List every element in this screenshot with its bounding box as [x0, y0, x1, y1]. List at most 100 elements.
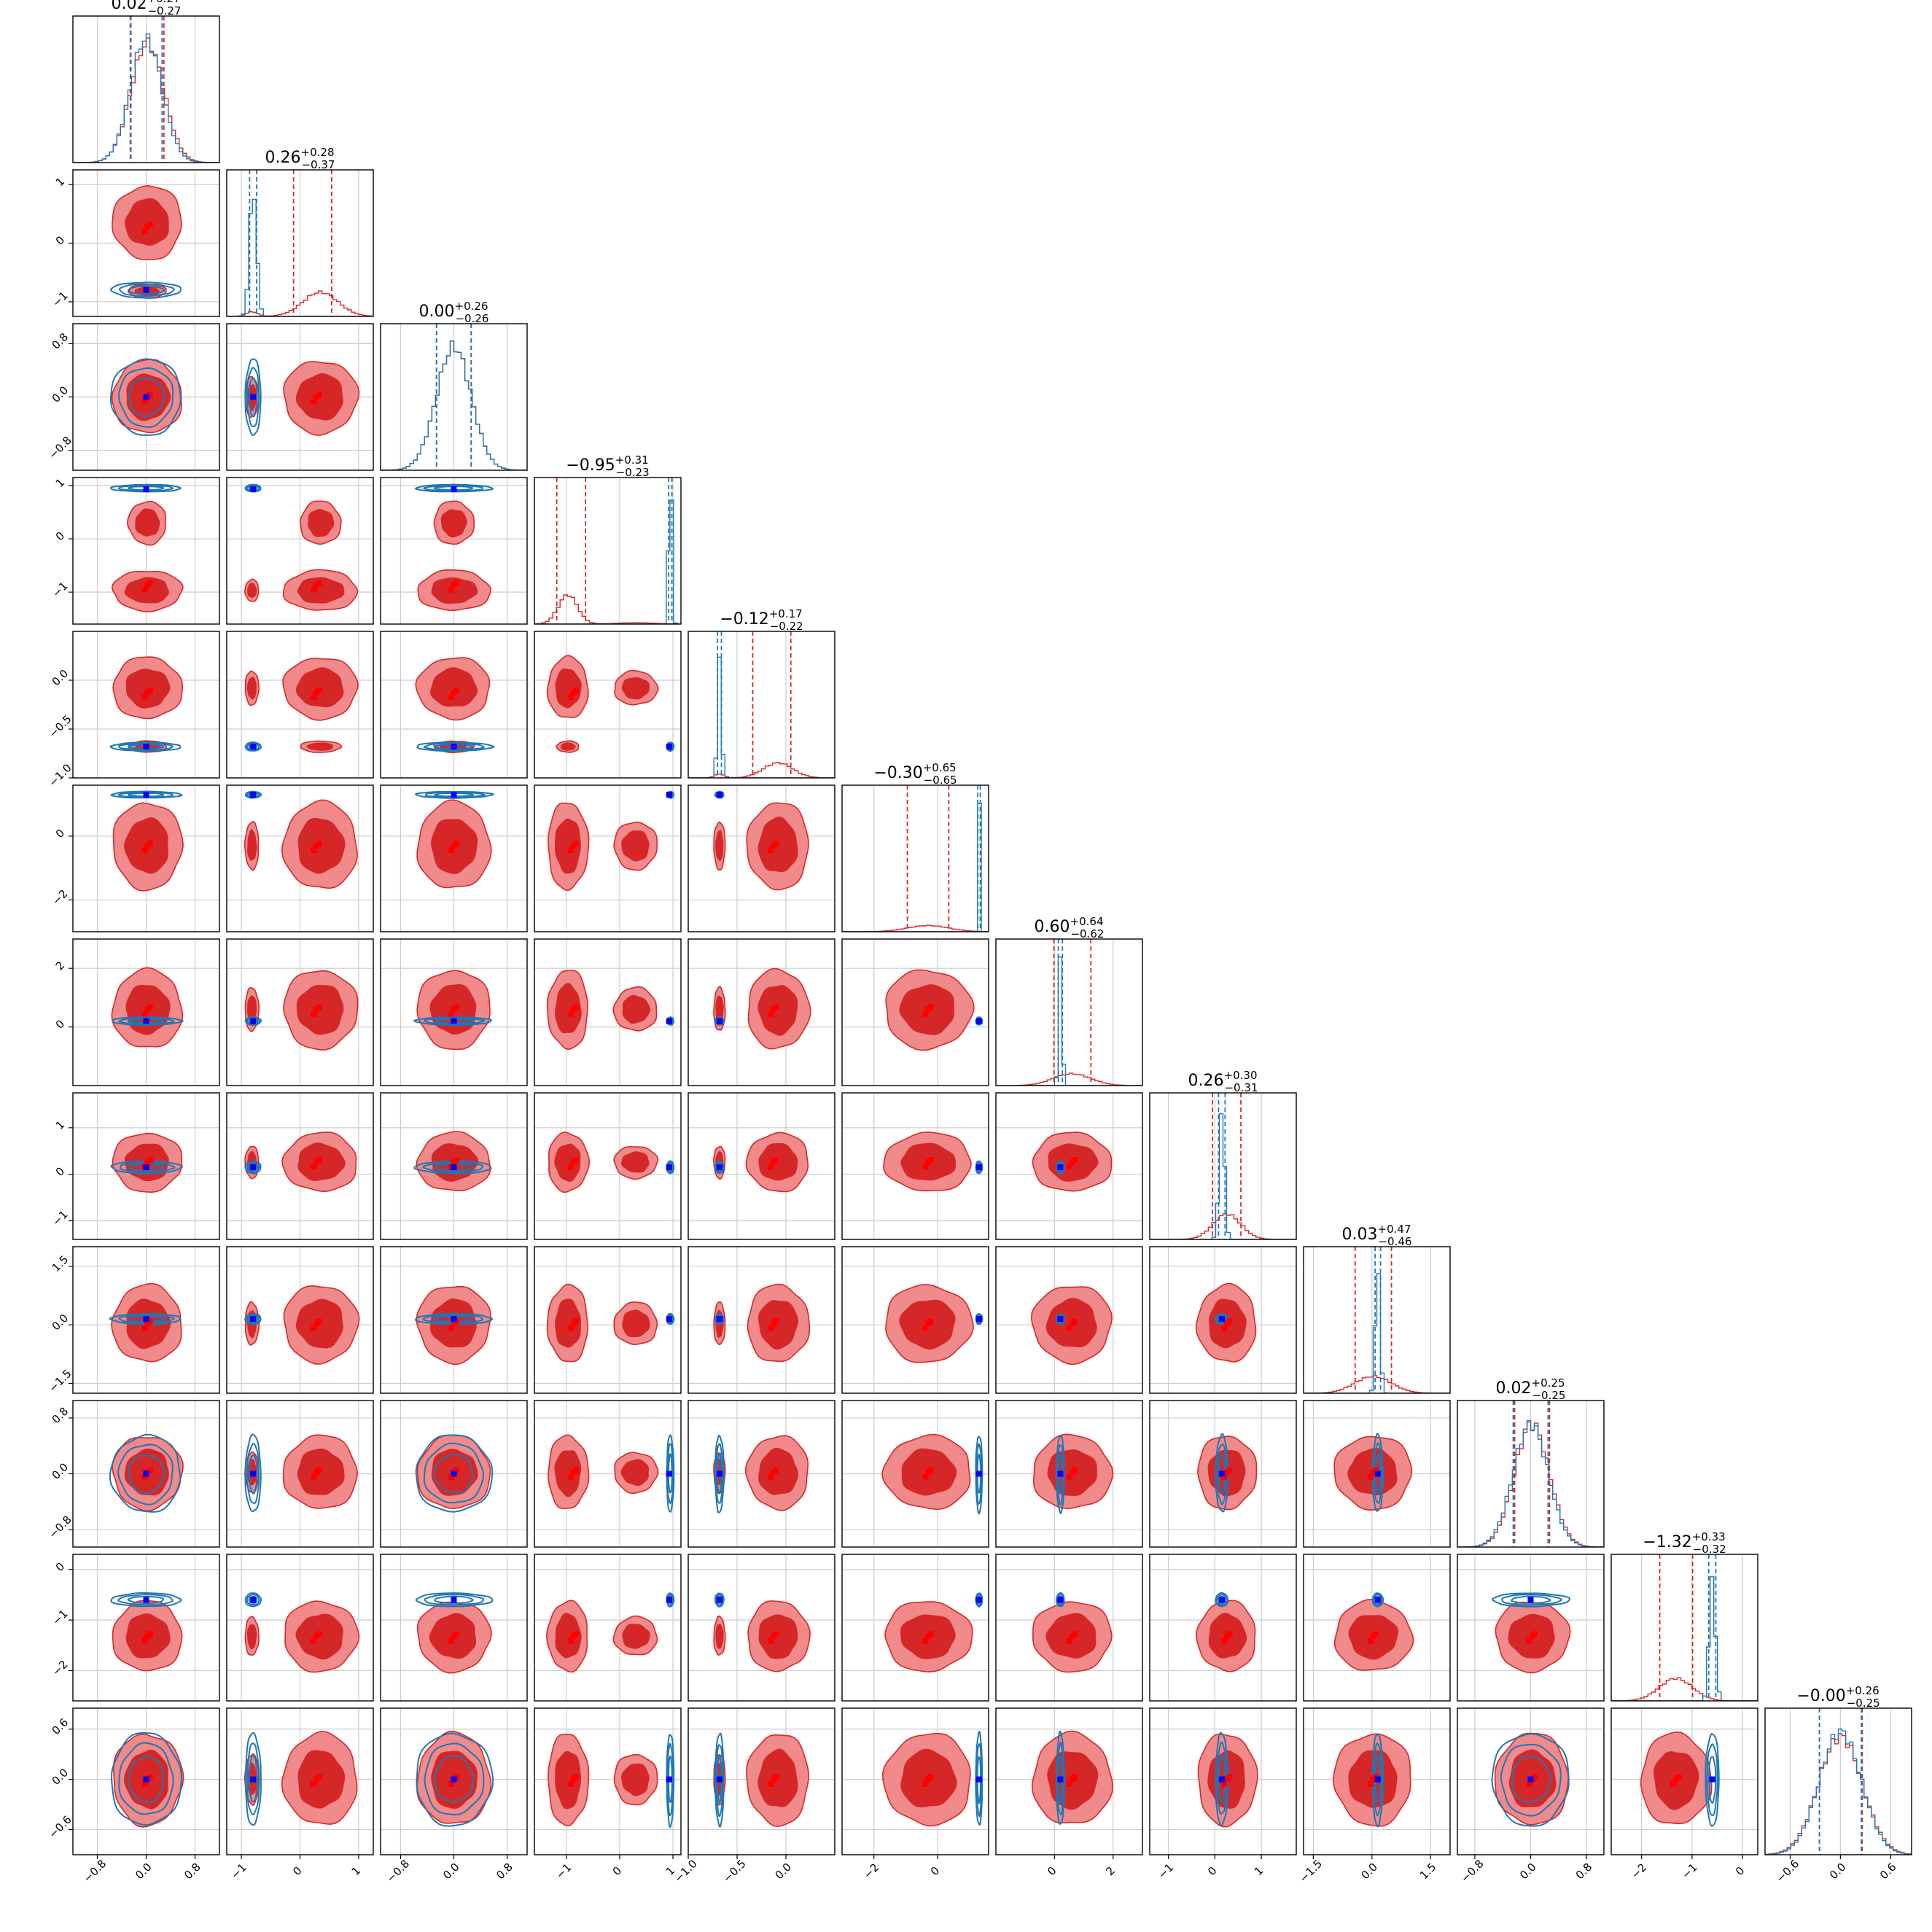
red-sample-marker: [147, 392, 153, 398]
true-value-marker: [666, 744, 672, 750]
blue-contour: [246, 1742, 260, 1816]
blue-contour: [128, 1315, 165, 1323]
true-value-marker: [716, 1164, 722, 1171]
panel-frame: [841, 938, 989, 1086]
blue-contour: [118, 1314, 175, 1324]
blue-contour: [975, 1160, 983, 1175]
panel-10-10: −1.32+0.33 −0.32: [1610, 1530, 1758, 1702]
blue-contour: [1216, 1741, 1228, 1815]
y-tick-label: −1: [50, 289, 70, 309]
x-tick-label: 0.8: [182, 1861, 203, 1882]
panel-10-1: [226, 1554, 374, 1702]
panel-frame: [841, 1554, 989, 1702]
blue-contour: [246, 1594, 260, 1606]
red-sample-marker: [773, 841, 779, 847]
red-sample-marker: [147, 1157, 153, 1164]
panel-frame: [534, 938, 682, 1086]
panel-frame: [688, 1400, 835, 1548]
blue-contour: [117, 742, 174, 751]
x-tick-label: −0.8: [1458, 1857, 1486, 1885]
blue-contour: [715, 1594, 724, 1606]
red-sample-marker: [573, 1631, 580, 1637]
blue-contour: [715, 1314, 724, 1324]
x-tick-label: 1.5: [1417, 1861, 1439, 1882]
true-value-marker: [1527, 1597, 1534, 1603]
panel-frame: [995, 1707, 1143, 1855]
true-value-marker: [666, 1597, 672, 1603]
true-value-marker: [451, 1776, 457, 1783]
blue-contour: [109, 483, 182, 493]
param-title-4: −0.12+0.17 −0.22: [720, 607, 803, 633]
true-value-marker: [451, 792, 457, 798]
red-sample-marker: [141, 1637, 148, 1644]
true-value-marker: [716, 1471, 722, 1477]
blue-contour: [109, 1433, 182, 1513]
red-contour-inner: [620, 1459, 650, 1487]
panel-11-8: −1.5 0.0 1.5: [1297, 1707, 1451, 1885]
red-sample-marker: [773, 1631, 779, 1637]
red-sample-marker: [768, 1473, 774, 1480]
red-sample-marker: [1226, 1631, 1233, 1637]
blue-contour: [109, 1313, 182, 1325]
blue-histogram: [688, 656, 835, 778]
blue-contour: [246, 1161, 260, 1173]
blue-contour: [1056, 1594, 1064, 1606]
panel-frame: [534, 1246, 682, 1394]
red-sample-marker: [573, 1318, 580, 1325]
red-contour-inner: [135, 508, 160, 537]
blue-contour: [110, 790, 183, 799]
red-contour-inner: [622, 1309, 650, 1338]
param-title-6: 0.60+0.64 −0.62: [1035, 915, 1105, 940]
red-sample-marker: [147, 688, 153, 694]
red-histogram: [1304, 1375, 1450, 1393]
x-tick-label: 0: [1733, 1864, 1747, 1878]
true-value-marker: [1057, 1471, 1064, 1477]
red-sample-marker: [311, 694, 317, 701]
true-value-marker: [143, 1471, 149, 1477]
red-contour-inner: [306, 742, 334, 751]
red-sample-marker: [1373, 1631, 1379, 1637]
panel-1-0: −1 0 1: [50, 169, 220, 317]
panel-7-6: [995, 1092, 1143, 1240]
true-value-marker: [250, 1471, 257, 1477]
panel-frame: [380, 323, 528, 471]
panel-1-1: 0.26+0.28 −0.37: [226, 146, 374, 317]
blue-contour: [128, 792, 165, 798]
panel-frame: [1149, 1554, 1297, 1702]
red-sample-marker: [567, 1637, 574, 1644]
red-histogram: [842, 924, 989, 932]
red-sample-marker: [1072, 1774, 1078, 1780]
red-sample-marker: [922, 1637, 929, 1644]
red-sample-marker: [141, 586, 148, 593]
red-sample-marker: [316, 1467, 322, 1473]
red-sample-marker: [768, 1010, 774, 1017]
true-value-marker: [716, 792, 722, 798]
red-sample-marker: [768, 1325, 774, 1331]
true-value-marker: [143, 1597, 149, 1603]
blue-contour: [1056, 1161, 1064, 1173]
red-sample-marker: [316, 1318, 322, 1325]
y-tick-label: 0: [53, 1017, 67, 1031]
blue-contour: [423, 742, 486, 751]
x-tick-label: −0.6: [1774, 1857, 1801, 1885]
panel-frame: [72, 1092, 220, 1240]
red-histogram: [227, 290, 373, 316]
red-sample-marker: [768, 1780, 774, 1787]
panel-11-11: −0.00+0.26 −0.25 −0.6 0.0 0.6: [1764, 1684, 1912, 1885]
true-value-marker: [1709, 1776, 1715, 1783]
true-value-marker: [1527, 1776, 1534, 1783]
blue-contour: [127, 486, 165, 491]
panel-frame: [1610, 1707, 1758, 1855]
red-sample-marker: [316, 1004, 322, 1010]
red-sample-marker: [922, 1164, 929, 1170]
red-contour-inner: [620, 1763, 650, 1796]
panel-5-0: −2 0: [50, 784, 220, 932]
x-tick-label: 0.8: [494, 1861, 515, 1882]
red-sample-marker: [1066, 1164, 1072, 1170]
panel-frame: [1303, 1400, 1451, 1548]
true-value-marker: [716, 1018, 722, 1024]
red-sample-marker: [1066, 1780, 1072, 1787]
panel-frame: [841, 1707, 989, 1855]
true-value-marker: [666, 1776, 672, 1783]
blue-histogram: [996, 956, 1142, 1086]
